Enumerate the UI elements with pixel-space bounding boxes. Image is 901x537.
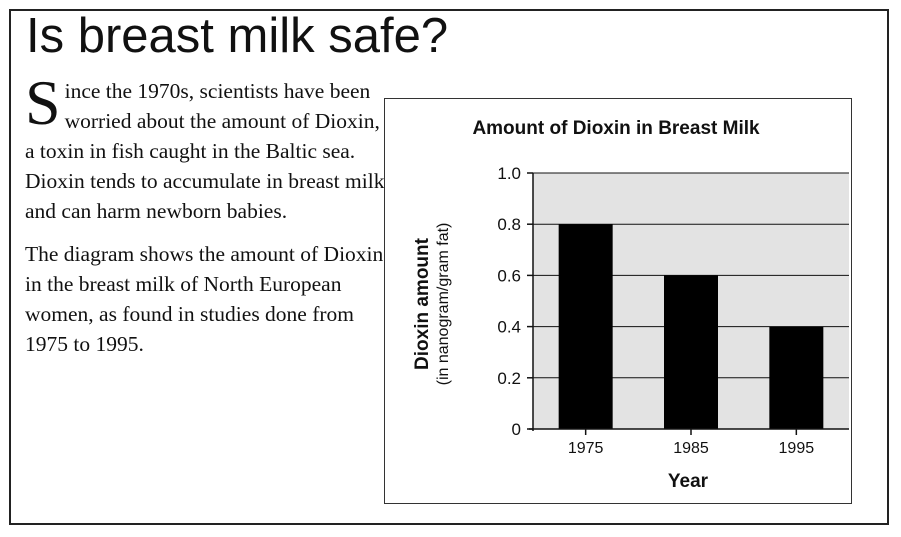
y-axis-unit-label: (in nanogram/gram fat)	[435, 223, 452, 386]
chart-panel: Amount of Dioxin in Breast Milk Dioxin a…	[384, 98, 852, 504]
y-tick-label: 0.4	[497, 318, 521, 337]
bar-1975	[558, 224, 613, 429]
x-tick-label: 1995	[779, 440, 815, 457]
intro-paragraph-text: ince the 1970s, scientists have been wor…	[25, 79, 385, 223]
x-tick-label: 1985	[673, 440, 709, 457]
diagram-description: The diagram shows the amount of Dioxin i…	[25, 242, 384, 356]
y-tick-label: 1.0	[497, 164, 521, 183]
y-tick-label: 0.8	[497, 215, 521, 234]
bar-1985	[664, 275, 718, 429]
y-tick-label: 0	[512, 420, 521, 439]
y-axis-label: Dioxin amount	[412, 237, 433, 370]
y-tick-label: 0.6	[497, 266, 521, 285]
bar-1995	[769, 326, 824, 429]
x-axis-label: Year	[668, 471, 709, 492]
y-tick-label: 0.2	[497, 369, 521, 388]
drop-cap: S	[25, 67, 61, 138]
bar-chart: Amount of Dioxin in Breast Milk Dioxin a…	[412, 118, 849, 492]
chart-title: Amount of Dioxin in Breast Milk	[472, 118, 760, 139]
page-title: Is breast milk safe?	[26, 9, 449, 63]
x-tick-label: 1975	[568, 440, 604, 457]
